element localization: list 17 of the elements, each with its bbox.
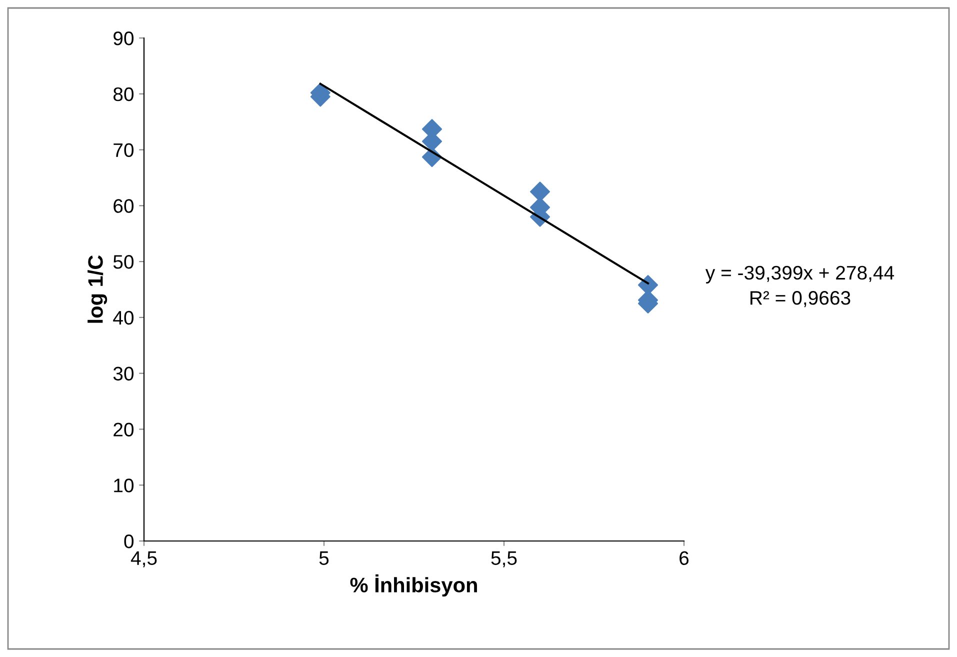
y-tick-label: 40 <box>113 310 134 325</box>
x-tick-label: 5 <box>319 551 329 566</box>
y-tick-label: 10 <box>114 478 134 492</box>
y-tick-label: 90 <box>114 31 134 46</box>
y-tick-label: 30 <box>113 366 134 381</box>
y-tick-label: 60 <box>114 199 134 213</box>
y-tick-label: 20 <box>114 422 134 436</box>
x-tick-label: 6 <box>680 551 689 566</box>
y-tick-label: 80 <box>113 87 134 102</box>
y-tick-label: 0 <box>124 534 134 548</box>
y-tick-label: 70 <box>114 143 134 158</box>
x-tick-label: 5,5 <box>491 551 517 568</box>
y-axis-title: log 1/C <box>88 255 108 323</box>
x-tick-label: 4,5 <box>130 551 157 568</box>
y-tick-label: 50 <box>113 255 134 269</box>
text: y = -39,399x + 278,44 R² = 0,9663 <box>705 266 894 308</box>
x-axis-title: % İnhibisyon <box>350 574 477 597</box>
